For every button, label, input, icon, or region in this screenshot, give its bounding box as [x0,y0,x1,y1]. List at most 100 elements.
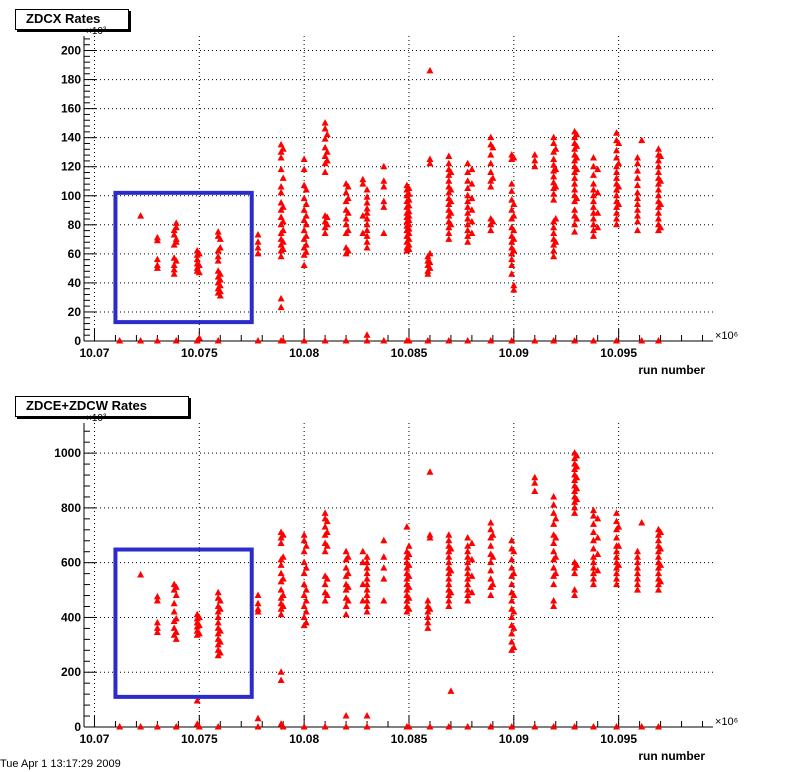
x-tick-label: 10.08 [289,346,319,360]
data-point [426,534,434,541]
data-point [464,197,472,205]
data-point [363,185,371,193]
data-point [615,523,623,530]
data-point [531,487,539,494]
data-point [193,255,201,263]
data-point [344,194,352,202]
data-point [277,188,285,196]
data-point [363,226,371,234]
data-point [321,337,329,344]
data-point [195,613,203,620]
data-point [552,165,560,173]
data-point [464,558,472,566]
data-point [468,555,476,563]
data-point [172,257,180,264]
data-point [195,621,203,629]
data-point [510,200,518,207]
data-point [464,569,472,577]
data-point [321,143,329,151]
data-point [550,580,558,588]
data-point [342,337,350,344]
data-point [634,194,642,202]
data-point [571,206,579,213]
data-point [550,501,558,508]
data-point [634,167,642,174]
data-point [634,188,642,196]
data-point [487,591,495,599]
data-point [214,257,222,264]
data-point [510,154,518,161]
data-point [589,553,597,560]
data-point [279,337,287,344]
data-point [216,244,224,251]
data-point [170,261,178,268]
data-point [634,159,642,167]
y-exponent-label: ×10³ [86,26,107,37]
data-point [464,553,472,560]
data-point [153,624,161,631]
data-point [137,337,145,344]
data-point [531,479,539,486]
data-point [359,229,367,237]
data-point [254,723,262,730]
data-point [323,591,331,599]
data-point [634,154,642,161]
data-point [657,200,665,207]
data-point [216,597,224,604]
data-point [468,206,476,213]
data-point [279,575,287,582]
data-point [613,215,621,222]
data-point [302,212,310,219]
data-point [594,223,602,231]
data-point [137,212,145,219]
data-point [571,228,579,235]
data-point [464,580,472,588]
data-point [172,723,180,730]
data-point [363,244,371,251]
data-point [573,561,581,568]
data-point [464,168,472,176]
data-point [277,252,285,260]
data-point [321,135,329,142]
data-point [424,624,432,631]
data-point [571,185,579,193]
data-point [279,531,287,538]
data-point [550,190,558,197]
data-point [468,539,476,547]
data-point [510,226,518,234]
data-point [405,550,413,557]
data-point [153,597,161,604]
data-point [589,575,597,582]
data-point [363,238,371,245]
data-point [216,235,224,242]
data-point [550,133,558,141]
data-point [279,226,287,234]
data-point [277,213,285,221]
data-point [300,165,308,173]
data-point [552,215,560,222]
data-point [594,209,602,216]
data-point [550,172,558,180]
data-point [195,261,203,268]
data-point [510,569,518,577]
data-point [254,591,262,599]
data-point [405,241,413,248]
data-point [363,558,371,566]
data-point [405,572,413,579]
data-point [216,276,224,283]
data-point [405,184,413,191]
data-point [573,451,581,459]
data-point [487,168,495,176]
data-point [323,517,331,525]
data-point [323,528,331,536]
data-point [405,220,413,228]
data-point [508,187,516,194]
data-point [589,564,597,571]
x-tick-label: 10.09 [499,346,529,360]
y-tick-label: 200 [61,44,81,58]
bottom-chart-title: ZDCE+ZDCW Rates [15,396,189,417]
data-point [634,553,642,560]
data-point [510,643,518,651]
data-point [589,180,597,187]
data-point [464,586,472,593]
